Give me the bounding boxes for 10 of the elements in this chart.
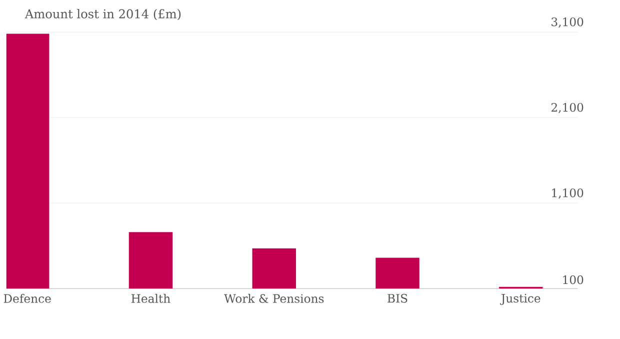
x-tick-label: Work & Pensions <box>224 294 324 303</box>
y-tick-label: 2,100 <box>551 102 584 114</box>
chart-title: Amount lost in 2014 (£m) <box>24 8 181 20</box>
x-tick-label: Justice <box>500 294 540 305</box>
x-tick-label: Health <box>131 294 170 303</box>
y-tick-label: 3,100 <box>552 17 584 28</box>
x-tick-label: Defence <box>4 294 51 303</box>
y-tick-label: 100 <box>563 275 584 284</box>
y-tick-label: 1,100 <box>552 188 584 199</box>
x-tick-label: BIS <box>388 294 408 303</box>
